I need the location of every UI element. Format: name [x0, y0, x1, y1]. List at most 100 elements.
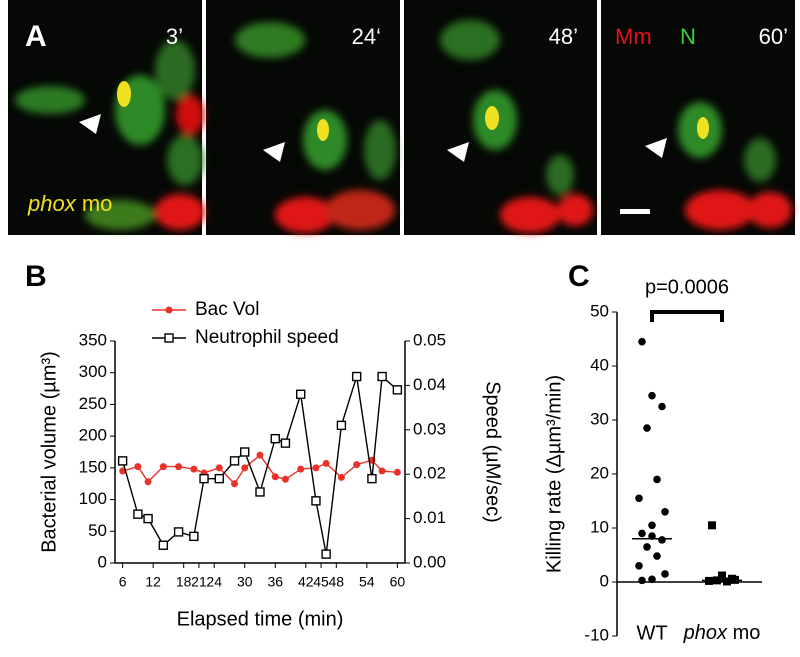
condition-label: phox mo — [27, 191, 112, 216]
arrowhead — [447, 142, 469, 162]
point — [638, 337, 646, 346]
y-tick-label: 40 — [590, 355, 609, 374]
y2-tick-label: 0.02 — [413, 464, 446, 483]
point — [643, 543, 651, 551]
channel-label: N — [680, 24, 696, 49]
panel-label: A — [25, 20, 47, 53]
point — [638, 576, 646, 585]
timestamp: 24‘ — [352, 24, 381, 49]
point — [270, 433, 280, 444]
y-tick-label: 50 — [590, 301, 609, 320]
x-axis-label: Elapsed time (min) — [177, 608, 344, 630]
point — [159, 463, 167, 471]
point — [158, 540, 169, 550]
x-tick-label: 42 — [298, 574, 314, 590]
point — [718, 573, 726, 582]
point — [133, 509, 143, 519]
scale-bar — [620, 209, 650, 214]
arrowhead — [79, 114, 101, 134]
x-tick-label: 48 — [329, 574, 345, 590]
y2-tick-label: 0.03 — [413, 419, 446, 438]
point — [648, 532, 656, 540]
x-tick-label: 45 — [313, 574, 329, 590]
annotation: p=0.0006 — [645, 276, 729, 298]
x-tick-label: 24 — [206, 574, 222, 590]
point — [378, 467, 386, 475]
x-tick-label: 30 — [237, 574, 253, 590]
point — [190, 465, 198, 473]
point — [643, 424, 651, 432]
point — [638, 529, 646, 538]
point — [658, 536, 666, 544]
point — [648, 575, 656, 584]
point — [173, 527, 184, 537]
x-tick-label: 36 — [267, 574, 283, 590]
y2-tick-label: 0.04 — [413, 375, 446, 394]
y-axis-label: Bacterial volume (µm³) — [38, 351, 60, 553]
legend-marker — [164, 333, 174, 343]
channel-label: Mm — [615, 24, 652, 49]
y-tick-label: 300 — [79, 362, 107, 381]
point — [661, 508, 669, 516]
point — [312, 464, 320, 472]
y-tick-label: -10 — [584, 625, 609, 644]
point — [661, 570, 669, 578]
point — [337, 473, 345, 481]
y2-tick-label: 0.00 — [413, 552, 446, 571]
x-tick-label: 18 — [176, 574, 192, 590]
cells — [15, 20, 792, 233]
point — [297, 465, 305, 473]
point — [281, 475, 289, 483]
y-tick-label: 100 — [79, 489, 107, 508]
point — [351, 371, 362, 382]
point — [241, 464, 249, 472]
point — [199, 473, 209, 484]
point — [117, 456, 128, 466]
point — [255, 487, 265, 497]
point — [256, 451, 264, 459]
point — [134, 463, 142, 471]
y-tick-label: 250 — [79, 394, 107, 413]
point — [648, 521, 656, 530]
bacterium — [117, 81, 131, 107]
point — [377, 371, 387, 382]
legend-label: Bac Vol — [195, 299, 259, 320]
point — [311, 496, 321, 506]
bacterium — [317, 119, 329, 141]
point — [353, 461, 361, 469]
point — [336, 420, 347, 431]
point — [144, 478, 152, 486]
point — [635, 494, 643, 503]
timestamp: 48’ — [549, 24, 578, 49]
point — [175, 463, 183, 471]
y-tick-label: 150 — [79, 457, 107, 476]
point — [367, 473, 377, 484]
y-tick-label: 200 — [79, 426, 107, 445]
point — [143, 513, 153, 524]
y-axis-label: Killing rate (Δµm³/min) — [543, 375, 565, 573]
point — [648, 391, 656, 400]
x-tick-label: phox mo — [683, 622, 761, 644]
y-tick-label: 0 — [600, 571, 609, 590]
point — [723, 577, 731, 586]
x-tick-label: 12 — [145, 574, 161, 590]
point — [229, 456, 240, 466]
y-tick-label: 20 — [590, 463, 609, 482]
bacterium — [485, 106, 499, 130]
y-tick-label: 0 — [98, 552, 107, 571]
point — [393, 468, 401, 476]
point — [708, 521, 716, 530]
point — [653, 475, 661, 484]
arrowhead — [645, 138, 667, 158]
point — [658, 402, 666, 411]
point — [635, 562, 643, 570]
y-tick-label: 10 — [590, 517, 609, 536]
y2-tick-label: 0.05 — [413, 330, 446, 349]
point — [214, 473, 224, 484]
y2-axis-label: Speed (µM/sec) — [482, 381, 504, 523]
point — [296, 389, 306, 399]
panel-label: C — [568, 260, 590, 293]
arrowhead — [263, 142, 285, 162]
point — [280, 438, 291, 448]
